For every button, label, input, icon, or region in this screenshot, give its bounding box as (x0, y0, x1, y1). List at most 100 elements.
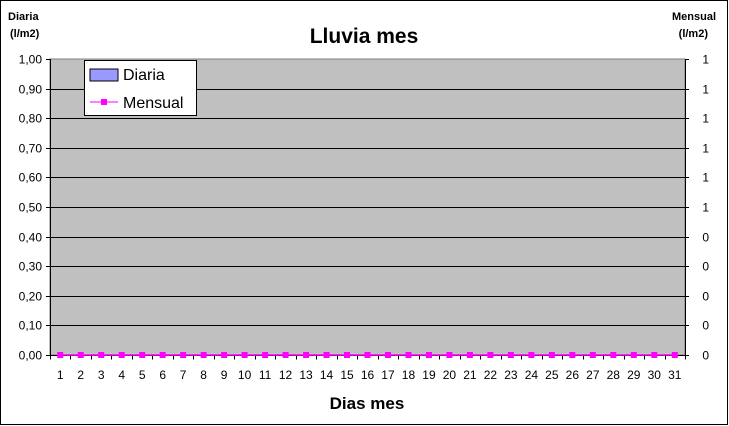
y-right-tick-label: 1 (702, 171, 709, 185)
x-tick-label: 9 (221, 368, 228, 382)
point-mensual (323, 352, 330, 358)
point-mensual (466, 352, 473, 358)
point-mensual (384, 352, 391, 358)
y-right-tick-label: 0 (702, 290, 709, 304)
x-tick-label: 25 (545, 368, 559, 382)
grid-lines (50, 89, 685, 326)
x-tick-label: 14 (320, 368, 334, 382)
x-tick-label: 27 (586, 368, 600, 382)
point-mensual (57, 352, 64, 358)
x-tick-label: 2 (77, 368, 84, 382)
x-tick-label: 28 (607, 368, 621, 382)
y-left-tick-label: 0,20 (19, 290, 43, 304)
point-mensual (671, 352, 678, 358)
y-right-tick-label: 1 (702, 53, 709, 67)
point-mensual (610, 352, 617, 358)
x-tick-label: 29 (627, 368, 641, 382)
y-left-tick-labels: 0,00 0,10 0,20 0,30 0,40 0,50 0,60 0,70 0,80 0,90… (19, 53, 43, 363)
x-tick-label: 23 (504, 368, 518, 382)
y-right-tick-label: 0 (702, 349, 709, 363)
x-tick-label: 12 (279, 368, 293, 382)
x-tick-label: 30 (648, 368, 662, 382)
x-tick-label: 16 (361, 368, 375, 382)
x-tick-label: 24 (525, 368, 539, 382)
y-right-tick-label: 0 (702, 319, 709, 333)
legend-marker-mensual (101, 99, 107, 105)
x-tick-label: 1 (57, 368, 64, 382)
point-mensual (630, 352, 637, 358)
y-right-tick-labels: 0 0 0 0 0 1 1 1 1 1 1 (702, 53, 709, 363)
y-left-tick-label: 0,60 (19, 171, 43, 185)
x-tick-label: 18 (402, 368, 416, 382)
point-mensual (282, 352, 289, 358)
y-right-tick-label: 1 (702, 83, 709, 97)
y-left-tick-label: 0,50 (19, 201, 43, 215)
y-left-label-line1: Diaria (8, 11, 39, 23)
y-right-label-line2: (l/m2) (679, 28, 709, 40)
x-tick-label: 19 (422, 368, 436, 382)
y-left-tick-label: 0,80 (19, 112, 43, 126)
point-mensual (528, 352, 535, 358)
y-left-tick-label: 0,30 (19, 260, 43, 274)
y-left-tick-label: 1,00 (19, 53, 43, 67)
x-tick-label: 13 (299, 368, 313, 382)
x-tick-label: 3 (98, 368, 105, 382)
point-mensual (446, 352, 453, 358)
point-mensual (548, 352, 555, 358)
point-mensual (507, 352, 514, 358)
x-tick-labels: 1 2 3 4 5 6 7 8 9 10 11 12 13 14 15 16 17 18 19 20 21 22 23 24 2… (57, 368, 682, 382)
y-right-label-line1: Mensual (672, 11, 716, 23)
point-mensual (589, 352, 596, 358)
x-tick-label: 21 (463, 368, 477, 382)
point-mensual (180, 352, 187, 358)
y-right-tick-label: 1 (702, 201, 709, 215)
x-tick-label: 15 (340, 368, 354, 382)
point-mensual (425, 352, 432, 358)
y-left-tick-label: 0,90 (19, 83, 43, 97)
point-mensual (405, 352, 412, 358)
point-mensual (344, 352, 351, 358)
point-mensual (651, 352, 658, 358)
point-mensual (139, 352, 146, 358)
x-tick-label: 17 (381, 368, 395, 382)
line-mensual (57, 352, 678, 358)
point-mensual (159, 352, 166, 358)
point-mensual (241, 352, 248, 358)
legend: Diaria Mensual (84, 60, 197, 116)
x-tick-label: 20 (443, 368, 457, 382)
x-tick-label: 31 (668, 368, 682, 382)
x-tick-label: 8 (200, 368, 207, 382)
point-mensual (118, 352, 125, 358)
point-mensual (364, 352, 371, 358)
point-mensual (303, 352, 310, 358)
y-left-tick-label: 0,10 (19, 319, 43, 333)
point-mensual (98, 352, 105, 358)
x-tick-label: 6 (159, 368, 166, 382)
chart-title: Lluvia mes (310, 25, 419, 48)
legend-label-diaria: Diaria (123, 67, 165, 84)
x-tick-label: 11 (259, 368, 272, 382)
x-axis-label: Dias mes (330, 394, 405, 413)
x-tick-label: 26 (566, 368, 580, 382)
legend-swatch-diaria (89, 68, 119, 82)
point-mensual (77, 352, 84, 358)
y-right-tick-label: 1 (702, 142, 709, 156)
y-left-label-line2: (l/m2) (10, 28, 40, 40)
legend-label-mensual: Mensual (123, 95, 183, 112)
y-right-tick-label: 0 (702, 260, 709, 274)
point-mensual (262, 352, 269, 358)
point-mensual (200, 352, 207, 358)
x-tick-label: 4 (118, 368, 125, 382)
y-left-tick-label: 0,70 (19, 142, 43, 156)
point-mensual (221, 352, 228, 358)
point-mensual (487, 352, 494, 358)
y-left-tick-label: 0,40 (19, 231, 43, 245)
x-tick-label: 7 (180, 368, 187, 382)
x-tick-label: 22 (484, 368, 498, 382)
x-tick-label: 5 (139, 368, 146, 382)
x-tick-label: 10 (238, 368, 252, 382)
y-right-tick-label: 1 (702, 112, 709, 126)
y-right-tick-label: 0 (702, 231, 709, 245)
y-left-tick-label: 0,00 (19, 349, 43, 363)
